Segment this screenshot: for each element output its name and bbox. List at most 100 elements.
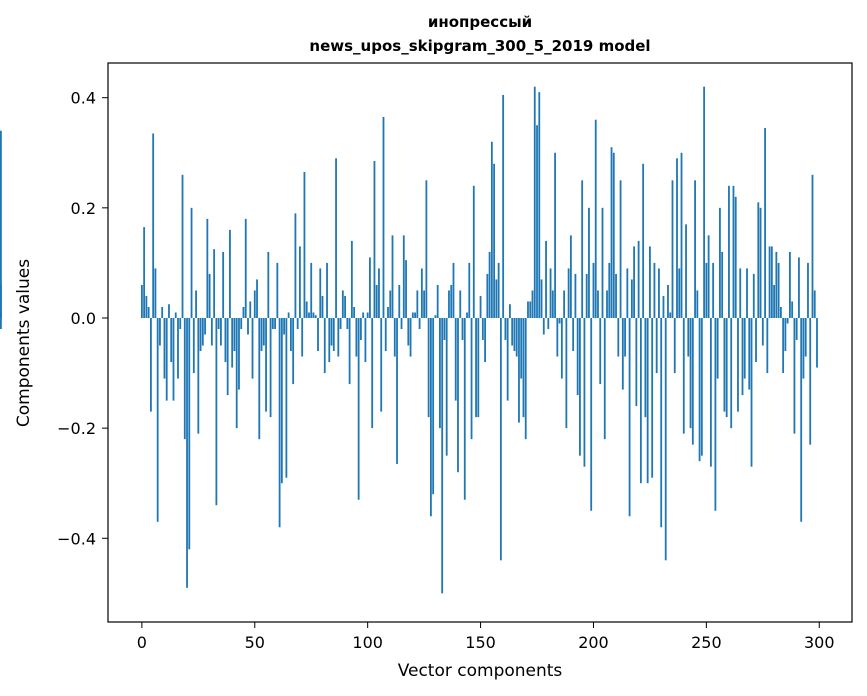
- bar-29: [206, 218, 209, 318]
- x-tick-label: 200: [578, 633, 609, 652]
- bar-55: [265, 317, 267, 412]
- bar-294: [804, 317, 807, 357]
- x-tick-label: 0: [137, 633, 147, 652]
- bar-6: [154, 268, 157, 318]
- bar-60: [276, 262, 279, 318]
- bar-2: [145, 295, 148, 318]
- bar-14: [172, 317, 175, 401]
- bar-0: [140, 284, 143, 318]
- bar-269: [748, 317, 751, 390]
- bar-103: [373, 161, 376, 318]
- bar-165: [513, 317, 516, 352]
- bar-183: [554, 152, 556, 318]
- bar-287: [789, 251, 791, 318]
- bar-295: [807, 262, 809, 318]
- bar-298: [813, 290, 816, 318]
- bar-187: [563, 290, 566, 318]
- bar-218: [633, 246, 636, 318]
- bar-54: [262, 317, 265, 346]
- bar-115: [400, 317, 403, 329]
- bar-75: [310, 262, 313, 318]
- bar-21: [188, 317, 191, 550]
- bar-266: [741, 317, 744, 396]
- bar-299: [816, 317, 818, 368]
- bar-83: [328, 317, 331, 363]
- bar-207: [608, 262, 611, 318]
- bar-125: [423, 290, 426, 318]
- bar-208: [610, 147, 613, 318]
- bar-26: [199, 317, 202, 352]
- bar-163: [509, 304, 511, 318]
- x-axis-label: Vector components: [398, 661, 563, 681]
- bar-182: [551, 290, 554, 318]
- bar-160: [502, 94, 505, 318]
- bar-144: [466, 312, 468, 318]
- bar-248: [700, 317, 703, 456]
- bar-175: [536, 125, 538, 318]
- bar-117: [405, 260, 407, 318]
- bar-140: [457, 317, 459, 473]
- bar-217: [630, 279, 633, 318]
- bar-186: [560, 317, 563, 379]
- bar-244: [691, 317, 694, 445]
- bar-131: [436, 284, 439, 318]
- bar-260: [728, 185, 730, 318]
- bar-199: [590, 317, 593, 511]
- bar-290: [795, 317, 798, 341]
- bar-102: [371, 317, 374, 429]
- bar-91: [346, 317, 349, 329]
- bar-267: [743, 317, 746, 379]
- bar-214: [624, 317, 626, 357]
- bar-139: [454, 317, 457, 401]
- bar-221: [639, 317, 642, 484]
- bar-63: [283, 317, 286, 335]
- bar-185: [558, 317, 561, 324]
- bar-41: [233, 317, 236, 352]
- bar-252: [709, 317, 712, 467]
- bar-62: [280, 317, 283, 484]
- bar-81: [323, 317, 326, 374]
- bar-189: [567, 268, 570, 318]
- bar-275: [761, 317, 764, 346]
- bar-110: [389, 290, 392, 318]
- bar-3: [147, 306, 150, 318]
- bar-87: [337, 317, 340, 357]
- bar-138: [452, 262, 455, 318]
- bar-80: [321, 295, 324, 318]
- bar-53: [260, 317, 263, 352]
- bar-127: [427, 317, 430, 418]
- x-tick-label: 150: [465, 633, 496, 652]
- bar-256: [719, 207, 721, 318]
- bar-146: [470, 317, 473, 440]
- bar-7: [156, 317, 159, 522]
- bar-112: [393, 317, 396, 357]
- bar-264: [737, 317, 739, 412]
- bar-27: [201, 317, 204, 346]
- bar-74: [308, 312, 310, 318]
- bar-149: [477, 317, 480, 418]
- bar-254: [714, 317, 717, 511]
- bar-100: [366, 312, 369, 318]
- bar-93: [350, 240, 353, 318]
- bar-191: [572, 317, 575, 352]
- bar-58: [271, 317, 274, 329]
- bar-253: [712, 262, 715, 318]
- bar-192: [574, 273, 577, 318]
- bar-195: [581, 180, 584, 318]
- bar-258: [723, 317, 726, 412]
- bar-69: [296, 317, 299, 329]
- bar-40: [231, 317, 234, 368]
- bar-88: [339, 317, 342, 329]
- bar-90: [344, 295, 346, 318]
- bar-57: [269, 317, 272, 418]
- bar-293: [802, 317, 805, 379]
- bar-234: [669, 312, 672, 318]
- bar-268: [746, 268, 748, 318]
- x-tick-label: 250: [691, 633, 722, 652]
- bar-145: [468, 262, 471, 318]
- bar-227: [653, 262, 656, 318]
- bar-284: [782, 317, 785, 374]
- bar-16: [177, 317, 179, 379]
- bar-95: [355, 317, 358, 357]
- bar-122: [416, 290, 419, 318]
